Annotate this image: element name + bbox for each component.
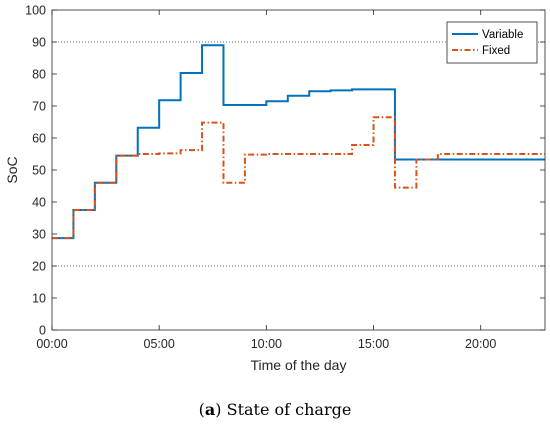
x-axis-label: Time of the day [251,357,347,373]
legend-box [446,21,538,64]
soc-chart: 0 10 20 30 40 50 60 70 80 90 100 00:00 05:00 10:00 15:… [4,4,546,373]
series-line-fixed [52,116,545,240]
x-tick-label: 05:00 [144,337,175,351]
y-tick-label: 100 [25,4,46,18]
y-tick-label: 10 [32,292,46,306]
caption-tag: a [204,400,216,419]
legend-label-variable: Variable [482,29,523,41]
legend: Variable Fixed [446,21,538,64]
x-tick-label: 10:00 [251,337,282,351]
reference-lines [52,41,545,267]
legend-label-fixed: Fixed [482,45,510,57]
y-axis-label: SoC [4,156,20,183]
caption-text: State of charge [226,400,352,419]
y-tick-label: 60 [32,132,46,146]
axis-ticks: 0 10 20 30 40 50 60 70 80 90 100 00:00 05:00 10:00 15:… [25,4,545,351]
y-tick-label: 0 [39,324,46,338]
figure-caption: (a) State of charge [198,400,352,419]
x-tick-label: 00:00 [36,337,67,351]
y-tick-label: 20 [32,260,46,274]
y-tick-label: 70 [32,100,46,114]
y-tick-label: 80 [32,68,46,82]
x-tick-label: 20:00 [465,337,496,351]
y-tick-label: 30 [32,228,46,242]
y-tick-label: 50 [32,164,46,178]
x-tick-label: 15:00 [358,337,389,351]
y-tick-label: 90 [32,36,46,50]
series-layer [52,44,545,240]
y-tick-label: 40 [32,196,46,210]
